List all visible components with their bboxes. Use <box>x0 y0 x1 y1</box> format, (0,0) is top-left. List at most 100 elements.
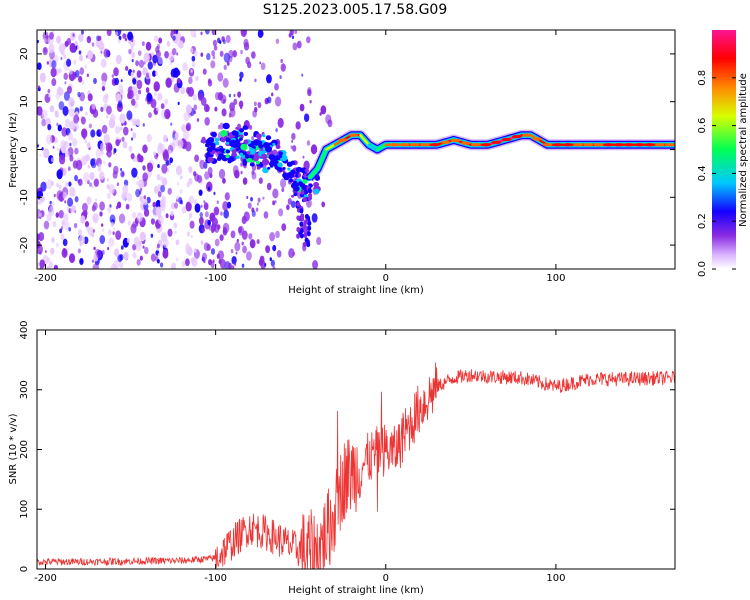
spectrogram-noise-speckle <box>68 227 72 232</box>
spectrogram-spur-blob <box>302 223 307 230</box>
spectrogram-noise-speckle <box>321 201 326 208</box>
spectrogram-noise-speckle <box>153 35 159 43</box>
spectrogram-noise-speckle <box>214 106 218 112</box>
spectrogram-noise-speckle <box>38 231 45 242</box>
spectrogram-noise-speckle <box>272 244 277 252</box>
spectrogram-noise-speckle <box>219 40 222 44</box>
spectrogram-noise-speckle <box>191 55 196 62</box>
spectrogram-noise-speckle <box>115 230 122 240</box>
spectrogram-noise-speckle <box>212 55 216 60</box>
spectrogram-noise-speckle <box>154 87 157 92</box>
spectrogram-noise-speckle <box>92 216 97 222</box>
spectrogram-noise-speckle <box>153 91 157 97</box>
spectrogram-noise-speckle <box>170 210 174 217</box>
spectrogram-noise-speckle <box>115 139 120 147</box>
spectrogram-noise-speckle <box>208 258 213 266</box>
spectrogram-noise-speckle <box>132 118 137 127</box>
spectrogram-noise-speckle <box>136 212 143 222</box>
spectrogram-noise-speckle <box>175 165 183 176</box>
spectrogram-noise-speckle <box>69 142 72 147</box>
spectrogram-noise-speckle <box>147 162 154 173</box>
spectrogram-noise-speckle <box>193 104 198 111</box>
spectrogram-y-tick-label: 10 <box>19 95 30 108</box>
spectrogram-noise-speckle <box>69 68 73 75</box>
spectrogram-noise-speckle <box>159 262 164 268</box>
spectrogram-noise-speckle <box>146 78 151 86</box>
spectrogram-cluster-blob <box>303 173 309 179</box>
spectrogram-noise-speckle <box>207 167 213 175</box>
spectrogram-noise-speckle <box>152 54 158 64</box>
snr-series-line <box>37 362 675 569</box>
spectrogram-noise-speckle <box>131 137 134 141</box>
spectrogram-noise-speckle <box>152 70 157 77</box>
spectrogram-noise-speckle <box>183 111 190 122</box>
spectrogram-noise-speckle <box>45 134 53 145</box>
spectrogram-noise-speckle <box>172 136 179 147</box>
spectrogram-cluster-blob <box>280 154 288 162</box>
spectrogram-noise-speckle <box>303 113 310 122</box>
spectrogram-noise-speckle <box>142 245 145 249</box>
spectrogram-noise-speckle <box>81 30 84 35</box>
spectrogram-noise-speckle <box>185 242 191 251</box>
spectrogram-noise-speckle <box>143 195 147 200</box>
spectrogram-noise-speckle <box>67 197 74 207</box>
spectrogram-noise-speckle <box>53 264 59 269</box>
spectrogram-cluster-blob <box>262 134 266 138</box>
ridge-core-segment <box>367 143 379 151</box>
spectrogram-noise-speckle <box>221 108 227 117</box>
spectrogram-noise-speckle <box>67 166 71 171</box>
spectrogram-noise-speckle <box>229 107 236 118</box>
spectrogram-noise-speckle <box>199 212 203 218</box>
spectrogram-noise-speckle <box>276 250 282 258</box>
spectrogram-noise-speckle <box>219 234 224 241</box>
snr-y-tick-label: 200 <box>19 440 30 459</box>
spectrogram-noise-speckle <box>222 177 226 184</box>
spectrogram-noise-speckle <box>117 254 123 263</box>
spectrogram-noise-speckle <box>170 122 173 126</box>
spectrogram-noise-speckle <box>46 257 51 263</box>
spectrogram-noise-speckle <box>180 86 185 95</box>
spectrogram-noise-speckle <box>43 220 50 230</box>
spectrogram-noise-speckle <box>222 99 226 104</box>
spectrogram-noise-speckle <box>195 75 199 82</box>
spectrogram-noise-speckle <box>58 101 65 111</box>
spectrogram-noise-speckle <box>49 200 52 205</box>
spectrogram-noise-speckle <box>60 49 65 56</box>
spectrogram-noise-speckle <box>214 238 220 247</box>
spectrogram-noise-speckle <box>124 191 128 196</box>
spectrogram-noise-speckle <box>138 240 142 247</box>
spectrogram-noise-speckle <box>204 211 209 218</box>
spectrogram-cluster-blob <box>273 159 279 164</box>
spectrogram-noise-speckle <box>68 181 72 187</box>
spectrogram-noise-speckle <box>100 150 104 156</box>
spectrogram-spur-blob <box>296 226 301 233</box>
spectrogram-cluster-blob <box>249 154 254 159</box>
spectrogram-noise-speckle <box>73 59 77 65</box>
spectrogram-noise-speckle <box>162 134 168 143</box>
snr-y-tick-label: 100 <box>19 500 30 519</box>
spectrogram-cluster-blob <box>225 149 231 154</box>
spectrogram-noise-speckle <box>101 80 106 87</box>
spectrogram-noise-speckle <box>84 220 90 228</box>
spectrogram-noise-speckle <box>106 178 110 182</box>
spectrogram-noise-speckle <box>212 259 215 263</box>
spectrogram-noise-speckle <box>136 154 142 163</box>
spectrogram-noise-speckle <box>252 109 258 118</box>
spectrogram-noise-speckle <box>127 89 134 100</box>
spectrogram-noise-speckle <box>274 96 282 107</box>
spectrogram-noise-speckle <box>156 44 161 49</box>
spectrogram-noise-speckle <box>217 125 221 130</box>
spectrogram-noise-speckle <box>295 121 301 130</box>
spectrogram-cluster-blob <box>282 172 290 179</box>
spectrogram-noise-speckle <box>266 182 272 191</box>
spectrogram-noise-speckle <box>222 39 226 44</box>
spectrogram-noise-speckle <box>150 233 154 238</box>
spectrogram-noise-speckle <box>51 60 57 69</box>
spectrogram-cluster-blob <box>295 182 300 187</box>
spectrogram-noise-speckle <box>84 64 87 69</box>
spectrogram-noise-speckle <box>68 253 76 264</box>
snr-y-tick-label: 400 <box>19 320 30 339</box>
spectrogram-noise-speckle <box>37 233 40 242</box>
spectrogram-noise-speckle <box>130 223 137 234</box>
